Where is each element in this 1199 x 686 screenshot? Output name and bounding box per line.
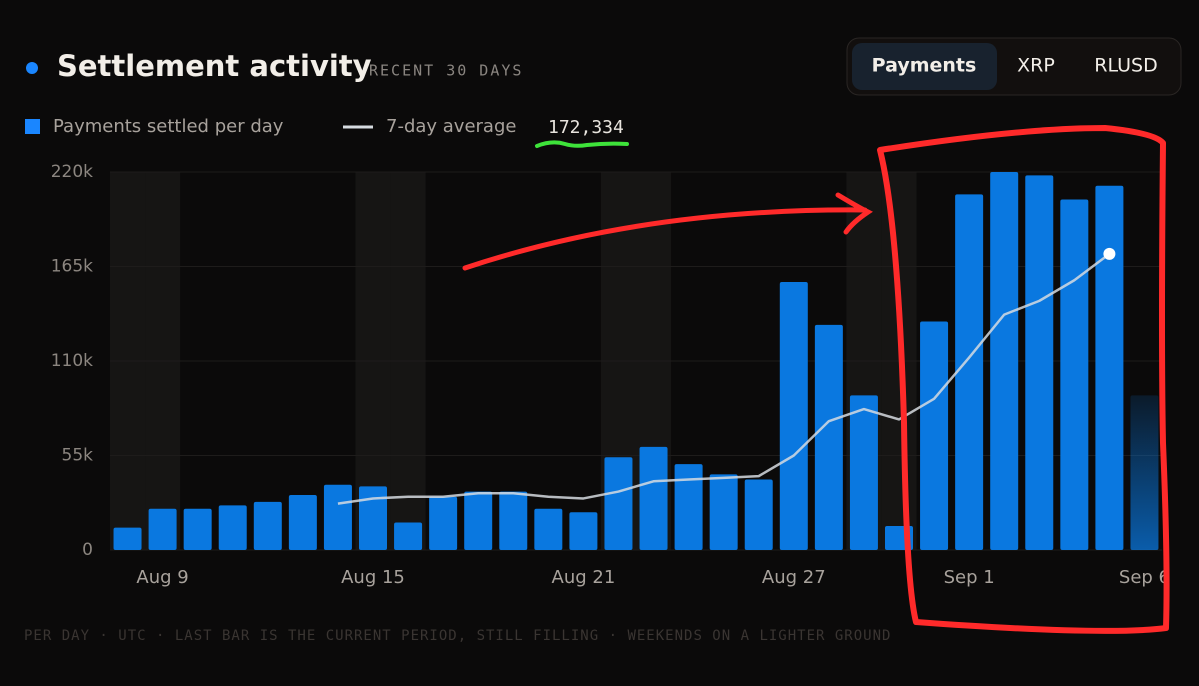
title: Settlement activity: [57, 49, 372, 83]
x-tick-label: Aug 9: [136, 567, 188, 588]
bar: [323, 484, 352, 550]
footnote: PER DAY · UTC · LAST BAR IS THE CURRENT …: [24, 628, 891, 644]
tab-active-bg[interactable]: [852, 43, 997, 90]
bar: [429, 496, 458, 550]
tab[interactable]: RLUSD: [1094, 55, 1157, 77]
y-tick-label: 110k: [51, 351, 93, 371]
y-tick-label: 0: [82, 540, 93, 560]
bar: [849, 395, 878, 550]
bar: [1025, 175, 1054, 550]
bar: [113, 527, 142, 550]
bar: [499, 491, 528, 550]
x-tick-label: Sep 6: [1119, 567, 1170, 588]
legend-label: Payments settled per day: [53, 116, 284, 137]
legend-swatch: [25, 119, 40, 134]
bar: [1060, 199, 1089, 550]
subtitle: RECENT 30 DAYS: [369, 62, 523, 80]
bar: [674, 464, 703, 550]
x-tick-label: Aug 21: [552, 567, 616, 588]
bar: [604, 457, 633, 550]
bar: [359, 486, 387, 550]
y-tick-label: 165k: [51, 257, 93, 277]
bar: [639, 446, 668, 550]
bar: [955, 194, 984, 550]
bar: [534, 508, 563, 550]
x-tick-label: Aug 27: [762, 567, 826, 588]
legend-value: 172,334: [548, 117, 624, 138]
bar: [288, 495, 317, 550]
tab[interactable]: XRP: [1017, 55, 1055, 77]
bar: [464, 491, 493, 550]
y-tick-label: 220k: [51, 162, 93, 182]
bar: [814, 324, 843, 550]
tab[interactable]: Payments: [872, 55, 977, 77]
y-tick-label: 55k: [62, 446, 94, 466]
bar: [990, 172, 1019, 550]
bar: [1095, 185, 1124, 550]
bar: [253, 501, 282, 550]
bar: [779, 281, 808, 550]
legend-label: 7-day average: [386, 116, 516, 137]
bar: [183, 508, 212, 550]
green-underline: [535, 140, 629, 148]
bar: [1130, 395, 1159, 550]
bar: [218, 505, 247, 550]
bar: [569, 512, 598, 550]
red-arrow: [462, 192, 873, 271]
x-tick-label: Aug 15: [341, 567, 405, 588]
average-endpoint: [1103, 247, 1116, 260]
bar: [920, 321, 949, 550]
bar: [394, 522, 423, 550]
status-dot: [26, 62, 38, 74]
red-highlight-box: [877, 125, 1170, 634]
bar: [148, 508, 177, 550]
bar: [744, 479, 773, 550]
x-tick-label: Sep 1: [944, 567, 995, 588]
bar: [709, 474, 738, 550]
average-line: [337, 252, 1111, 505]
